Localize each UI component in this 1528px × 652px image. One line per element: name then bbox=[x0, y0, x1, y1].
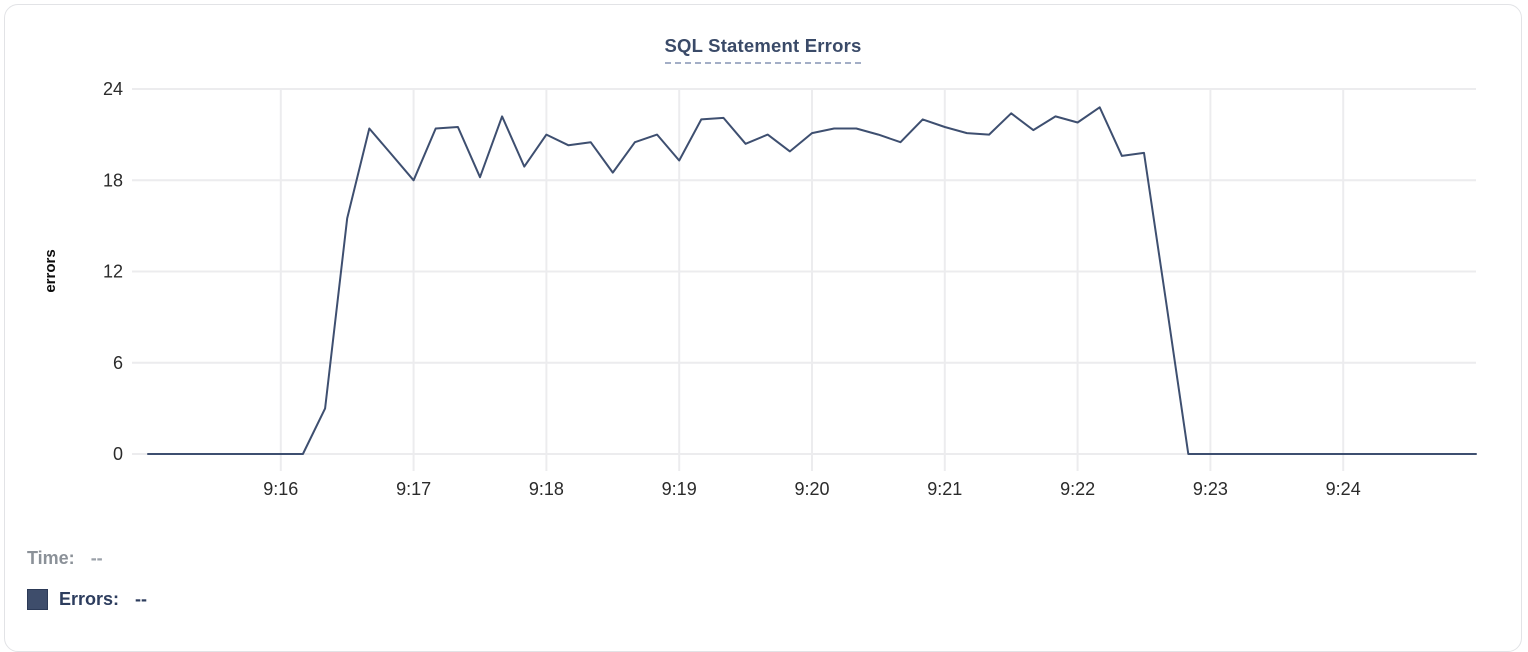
errors-line-chart[interactable]: 0 6 12 18 24 9:16 9:17 9:18 9:19 9:20 9:21 9:22 9:2… bbox=[5, 5, 1528, 517]
x-tick-label: 9:22 bbox=[1060, 479, 1095, 499]
x-tick-label: 9:24 bbox=[1326, 479, 1361, 499]
y-axis-ticks: 0 6 12 18 24 bbox=[103, 79, 123, 464]
legend-time-label: Time: bbox=[27, 548, 75, 568]
errors-series-line bbox=[147, 106, 1477, 455]
errors-series-swatch bbox=[27, 589, 48, 610]
y-tick-label: 6 bbox=[113, 353, 123, 373]
grid-lines bbox=[132, 88, 1476, 471]
x-tick-label: 9:19 bbox=[662, 479, 697, 499]
legend-time-value: -- bbox=[90, 548, 103, 568]
y-tick-label: 12 bbox=[103, 262, 123, 282]
x-tick-label: 9:21 bbox=[927, 479, 962, 499]
y-axis-label: errors bbox=[42, 249, 59, 292]
y-tick-label: 24 bbox=[103, 79, 123, 99]
legend-errors-row: Errors: -- bbox=[27, 589, 147, 610]
x-tick-label: 9:18 bbox=[529, 479, 564, 499]
x-tick-label: 9:16 bbox=[263, 479, 298, 499]
chart-header: SQL Statement Errors bbox=[5, 35, 1521, 64]
x-axis-ticks: 9:16 9:17 9:18 9:19 9:20 9:21 9:22 9:23 9:24 bbox=[263, 479, 1360, 499]
x-tick-label: 9:20 bbox=[794, 479, 829, 499]
y-tick-label: 0 bbox=[113, 444, 123, 464]
chart-title[interactable]: SQL Statement Errors bbox=[664, 35, 862, 64]
x-tick-label: 9:23 bbox=[1193, 479, 1228, 499]
legend-time-row: Time: -- bbox=[27, 548, 103, 569]
y-tick-label: 18 bbox=[103, 170, 123, 190]
chart-card: SQL Statement Errors 0 6 12 18 24 9:16 9:17 9:… bbox=[4, 4, 1522, 652]
x-tick-label: 9:17 bbox=[396, 479, 431, 499]
legend-errors-label: Errors: bbox=[59, 589, 120, 609]
legend-errors-value: -- bbox=[135, 589, 148, 609]
